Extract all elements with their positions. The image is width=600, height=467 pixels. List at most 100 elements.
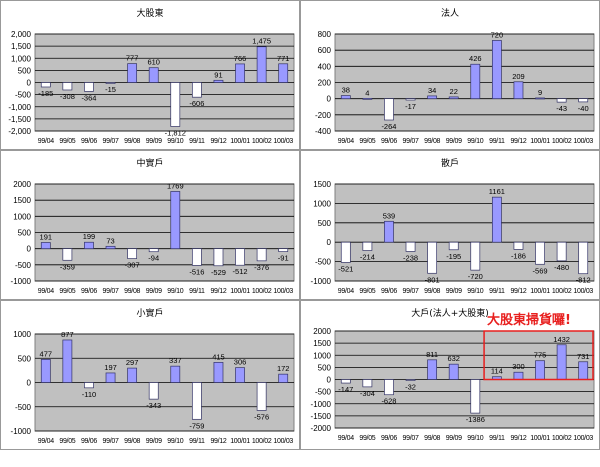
chart-title: 大戶(法人+大股東) (411, 309, 489, 319)
data-label: -32 (405, 382, 416, 391)
data-label: -720 (468, 272, 483, 281)
x-tick-label: 100/03 (573, 435, 593, 442)
y-tick-label: -400 (315, 127, 332, 136)
x-tick-label: 99/08 (424, 435, 440, 442)
x-tick-label: 99/12 (210, 138, 226, 145)
x-tick-label: 100/01 (230, 438, 250, 445)
x-tick-label: 99/07 (103, 288, 119, 295)
bar (405, 241, 416, 252)
x-tick-label: 100/01 (530, 288, 550, 295)
data-label: -43 (556, 104, 567, 113)
bar (213, 362, 224, 383)
chart-svg: 1000 500 0 -500 -1000 99/04 477 99/05 877 99/06 -1… (11, 330, 295, 445)
x-tick-label: 99/09 (446, 288, 462, 295)
y-tick-label: 0 (327, 95, 332, 104)
data-label: -195 (446, 252, 461, 261)
data-label: -185 (38, 89, 53, 98)
data-label: -40 (578, 104, 589, 113)
bar (491, 196, 502, 243)
data-label: -343 (146, 401, 161, 410)
bar (556, 344, 567, 380)
data-label: -521 (338, 264, 353, 273)
data-label: 209 (512, 72, 525, 81)
x-tick-label: 99/04 (338, 138, 354, 145)
bar (191, 248, 202, 266)
data-label: 766 (234, 54, 247, 63)
x-tick-label: 100/02 (252, 438, 272, 445)
x-tick-label: 99/07 (103, 438, 119, 445)
y-tick-label: -1000 (311, 400, 332, 409)
data-label: 1161 (489, 187, 505, 196)
bar (62, 248, 73, 261)
data-label: -364 (81, 93, 96, 102)
x-tick-label: 99/10 (467, 288, 483, 295)
bar (578, 241, 589, 275)
y-tick-label: 1500 (13, 196, 31, 205)
data-label: 300 (512, 362, 525, 371)
x-tick-label: 99/11 (189, 438, 205, 445)
y-tick-label: 600 (318, 46, 332, 55)
x-tick-label: 99/09 (146, 288, 162, 295)
y-tick-label: -500 (15, 403, 32, 412)
bar (448, 241, 459, 251)
bar (84, 382, 94, 389)
x-tick-label: 99/08 (424, 288, 440, 295)
bar (427, 241, 438, 274)
x-tick-label: 99/09 (146, 138, 162, 145)
y-tick-label: 0 (27, 379, 32, 388)
bar (427, 359, 438, 380)
x-tick-label: 99/06 (81, 438, 97, 445)
data-label: -516 (189, 267, 204, 276)
data-label: -17 (405, 102, 416, 111)
bar (340, 379, 351, 384)
chart-title: 法人 (440, 9, 459, 19)
bar (556, 98, 567, 103)
y-tick-label: 400 (318, 62, 332, 71)
bar (384, 379, 394, 396)
y-tick-label: 0 (327, 238, 332, 247)
x-tick-label: 99/04 (38, 438, 54, 445)
bar (105, 245, 116, 250)
x-tick-label: 99/11 (489, 435, 505, 442)
data-label: 771 (277, 54, 290, 63)
y-tick-label: 0 (327, 376, 332, 385)
y-tick-label: 500 (18, 229, 32, 238)
chart-svg: 2000 1500 1000 500 0 -500 -1000 -1500 -2000 99/04… (311, 327, 595, 442)
bar (535, 97, 545, 100)
data-label: 1,475 (252, 37, 271, 46)
bar (235, 367, 245, 383)
x-tick-label: 100/03 (273, 288, 293, 295)
data-label: 539 (383, 211, 396, 220)
chart-svg: 2,000 1,500 1,000 500 0 -500 -1,000 -1,500 -2,00… (8, 30, 295, 145)
bar (556, 241, 567, 262)
x-tick-label: 99/12 (210, 438, 226, 445)
y-tick-label: 1500 (313, 180, 331, 189)
bar (235, 63, 245, 83)
y-tick-label: -500 (315, 258, 332, 267)
y-tick-label: 1,500 (11, 42, 32, 51)
x-tick-label: 99/06 (81, 138, 97, 145)
bar (127, 63, 138, 83)
x-tick-label: 100/02 (552, 435, 572, 442)
data-label: -480 (554, 263, 569, 272)
x-tick-label: 100/01 (530, 435, 550, 442)
data-label: -576 (254, 412, 269, 421)
bar (105, 82, 116, 84)
data-label: 91 (214, 70, 222, 79)
y-tick-label: 1000 (13, 212, 31, 221)
data-label: 775 (534, 351, 547, 360)
data-label: 297 (126, 358, 139, 367)
x-tick-label: 99/05 (59, 138, 75, 145)
data-label: -94 (148, 254, 159, 263)
bar (191, 82, 202, 98)
bar (278, 63, 289, 83)
y-tick-label: -1000 (11, 427, 32, 436)
x-tick-label: 99/10 (167, 138, 183, 145)
x-tick-label: 99/08 (424, 138, 440, 145)
y-tick-label: 2000 (13, 180, 31, 189)
x-tick-label: 99/12 (510, 288, 526, 295)
data-label: -264 (381, 122, 396, 131)
x-tick-label: 99/07 (403, 138, 419, 145)
data-label: -1386 (466, 415, 485, 424)
bar (40, 82, 51, 88)
